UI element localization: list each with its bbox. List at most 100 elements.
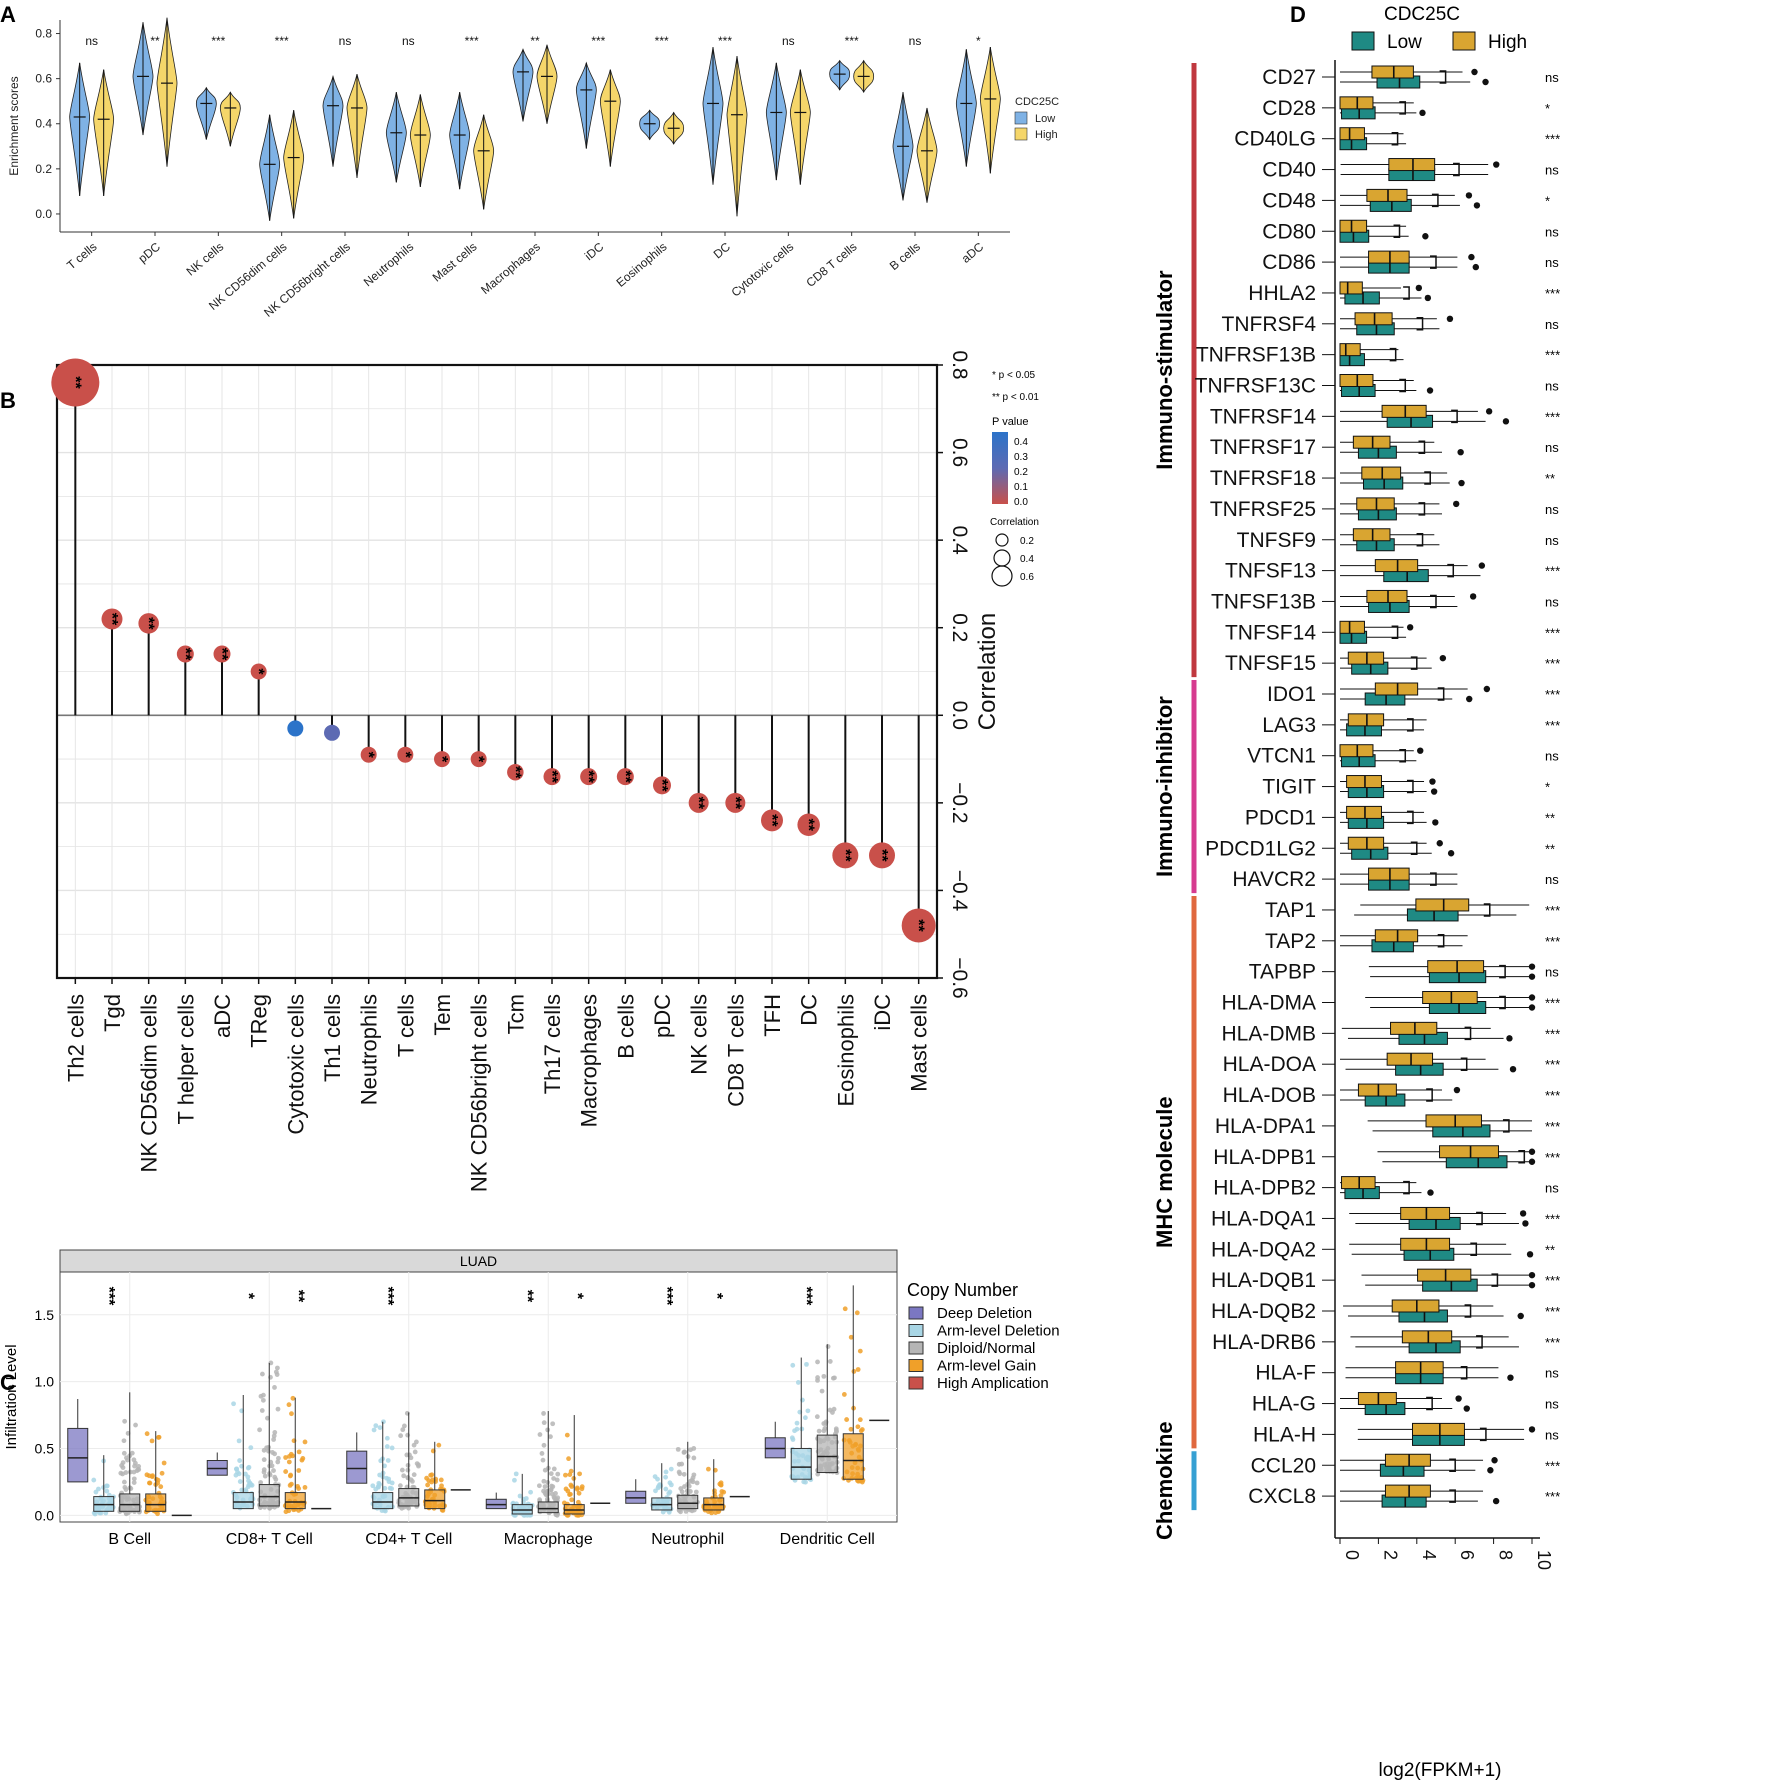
jitter-point bbox=[147, 1480, 153, 1486]
jitter-point bbox=[243, 1471, 248, 1477]
significance-star: ** bbox=[213, 648, 230, 661]
x-category-label: T cells bbox=[393, 994, 418, 1057]
jitter-point bbox=[536, 1483, 542, 1489]
box-body bbox=[119, 1493, 141, 1512]
jitter-point bbox=[541, 1478, 547, 1484]
jitter-point bbox=[302, 1439, 308, 1445]
jitter-point bbox=[681, 1471, 687, 1477]
significance-bracket bbox=[1437, 934, 1445, 948]
x-category-label: T helper cells bbox=[173, 994, 198, 1124]
significance-bracket bbox=[1460, 1365, 1468, 1380]
significance-bracket bbox=[1449, 1458, 1456, 1472]
jitter-point bbox=[237, 1479, 243, 1484]
legend-label: High bbox=[1035, 129, 1058, 141]
x-category-label: Eosinophils bbox=[833, 994, 858, 1107]
x-category-label: DC bbox=[797, 994, 822, 1026]
lollipop-dot bbox=[761, 809, 783, 832]
lollipop-dot bbox=[869, 842, 895, 869]
plot-frame bbox=[55, 363, 939, 980]
lollipop-dot bbox=[507, 763, 524, 781]
significance-bracket bbox=[1399, 101, 1407, 115]
gene-label: CD40LG bbox=[1234, 128, 1316, 151]
significance-label: ns bbox=[1545, 965, 1559, 980]
gene-label: TNFSF9 bbox=[1237, 529, 1316, 552]
jitter-point bbox=[429, 1479, 434, 1485]
outlier-point bbox=[1432, 819, 1439, 826]
box-body bbox=[677, 1494, 699, 1510]
jitter-point bbox=[666, 1491, 672, 1496]
significance-bracket bbox=[1426, 1088, 1433, 1102]
jitter-point bbox=[569, 1497, 575, 1503]
jitter-point bbox=[433, 1476, 439, 1482]
x-category-label: Tcm bbox=[503, 994, 528, 1034]
x-tick-label: iDC bbox=[582, 239, 607, 263]
gene-label: CCL20 bbox=[1251, 1454, 1316, 1477]
legend-label: Diploid/Normal bbox=[937, 1340, 1035, 1357]
jitter-point bbox=[691, 1472, 697, 1478]
significance-bracket bbox=[1483, 903, 1491, 917]
lollipop-dot bbox=[397, 746, 414, 763]
jitter-point bbox=[296, 1508, 302, 1513]
significance-label: *** bbox=[718, 34, 732, 48]
corr-size-label: 0.6 bbox=[1020, 572, 1034, 583]
jitter-point bbox=[827, 1359, 833, 1364]
p-note: ** p < 0.01 bbox=[992, 392, 1039, 403]
significance-bracket bbox=[1418, 440, 1426, 454]
lollipop-dot bbox=[51, 358, 100, 407]
jitter-point bbox=[429, 1472, 435, 1478]
legend-swatch bbox=[908, 1376, 924, 1390]
box-body bbox=[1374, 682, 1419, 696]
jitter-point bbox=[542, 1484, 548, 1490]
significance-label: ns bbox=[1545, 749, 1559, 764]
outlier-point bbox=[1472, 263, 1480, 271]
significance-star: ** bbox=[910, 919, 927, 932]
jitter-point bbox=[257, 1427, 262, 1433]
jitter-point bbox=[831, 1406, 837, 1412]
jitter-point bbox=[389, 1445, 395, 1451]
lollipop-dot bbox=[176, 645, 194, 663]
outlier-point bbox=[1457, 449, 1464, 456]
gene-label: HLA-DQA1 bbox=[1211, 1207, 1316, 1230]
box-body bbox=[1411, 1422, 1465, 1436]
x-category-label: B cells bbox=[613, 994, 638, 1059]
jitter-point bbox=[579, 1484, 585, 1490]
significance-bracket bbox=[1389, 347, 1397, 362]
jitter-point bbox=[816, 1428, 822, 1434]
box-body bbox=[1339, 281, 1363, 295]
jitter-point bbox=[287, 1473, 293, 1479]
outlier-point bbox=[1453, 500, 1460, 508]
jitter-point bbox=[801, 1479, 807, 1485]
jitter-point bbox=[542, 1490, 548, 1496]
jitter-point bbox=[567, 1472, 573, 1477]
jitter-point bbox=[296, 1468, 302, 1473]
jitter-point bbox=[144, 1472, 150, 1478]
legend-swatch bbox=[908, 1324, 924, 1337]
significance-star: ** bbox=[580, 770, 597, 783]
jitter-point bbox=[243, 1487, 249, 1493]
jitter-point bbox=[565, 1488, 571, 1494]
jitter-point bbox=[155, 1477, 161, 1483]
jitter-point bbox=[121, 1479, 127, 1485]
significance-star: ** bbox=[543, 770, 560, 783]
outlier-point bbox=[1528, 994, 1536, 1001]
gene-label: HLA-DQA2 bbox=[1211, 1238, 1316, 1261]
significance-bracket bbox=[1426, 1396, 1433, 1411]
jitter-point bbox=[554, 1477, 560, 1483]
jitter-point bbox=[716, 1509, 721, 1515]
y-tick-label: 0.8 bbox=[948, 350, 971, 379]
significance-bracket bbox=[1403, 286, 1410, 300]
outlier-point bbox=[1466, 695, 1473, 703]
x-tick-label: 8 bbox=[1496, 1550, 1516, 1560]
corr-size-label: 0.4 bbox=[1020, 554, 1034, 565]
significance-label: *** bbox=[211, 34, 225, 48]
jitter-point bbox=[156, 1435, 161, 1440]
significance-star: *** bbox=[379, 1287, 396, 1306]
gene-label: CD86 bbox=[1262, 251, 1316, 274]
gene-label: HLA-G bbox=[1252, 1393, 1316, 1416]
jitter-point bbox=[131, 1476, 137, 1482]
jitter-point bbox=[295, 1483, 300, 1489]
box-body bbox=[1368, 250, 1410, 264]
significance-bracket bbox=[1470, 1242, 1478, 1257]
y-tick-label: 0.4 bbox=[948, 526, 971, 556]
